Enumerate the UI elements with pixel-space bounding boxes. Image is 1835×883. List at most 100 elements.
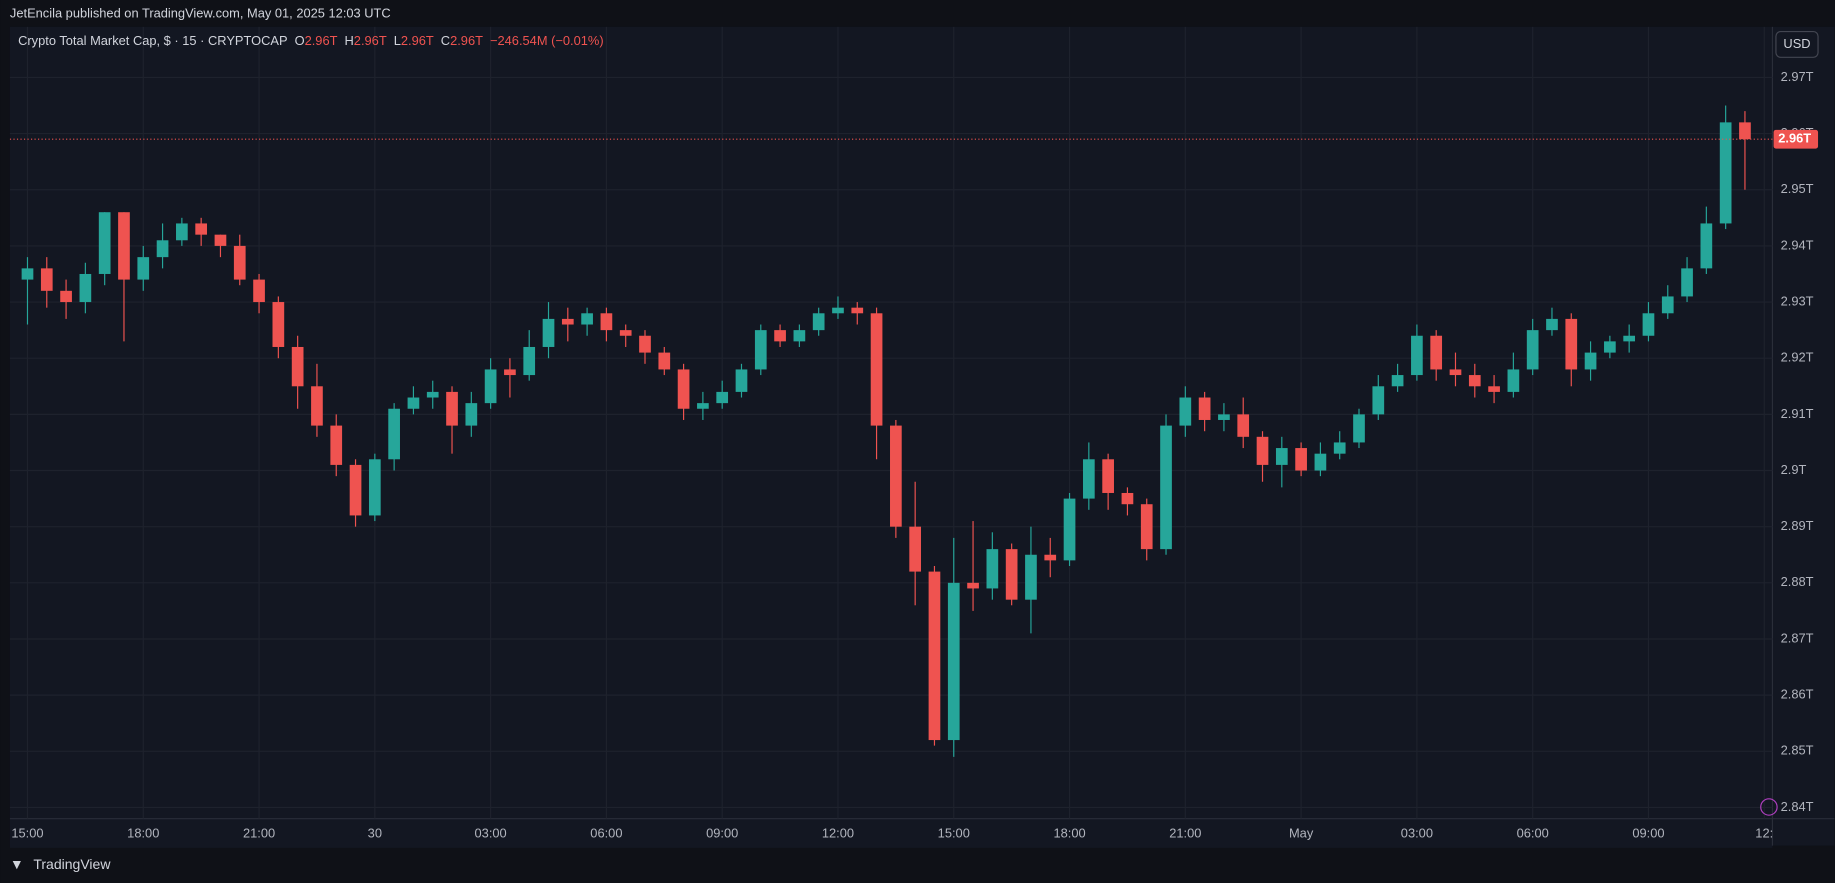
currency-label[interactable]: USD — [1783, 36, 1810, 51]
grid — [9, 26, 1773, 819]
candle-body — [330, 425, 343, 465]
candle-body — [967, 582, 979, 589]
candle-body — [311, 386, 323, 426]
candle-body — [890, 425, 902, 527]
candle-body — [1449, 369, 1462, 376]
last-price-label: 2.96T — [1778, 131, 1811, 146]
candle-body — [21, 268, 34, 280]
x-tick-label: 06:00 — [1517, 825, 1549, 840]
candle-body — [484, 369, 497, 404]
candle-body — [156, 240, 169, 258]
candle-body — [195, 223, 208, 235]
y-tick-label: 2.84T — [1781, 799, 1814, 814]
candle-body — [1642, 313, 1655, 336]
candle-body — [1218, 414, 1230, 420]
x-tick-label: 03:00 — [475, 825, 507, 840]
x-tick-label: 18:00 — [127, 825, 159, 840]
candle-body — [1353, 414, 1365, 443]
candle-body — [754, 330, 767, 370]
x-tick-label: 21:00 — [1169, 825, 1201, 840]
candle-body — [40, 268, 53, 291]
candle-body — [1295, 448, 1307, 471]
candle-body — [214, 234, 227, 246]
x-tick-label: 18:00 — [1053, 825, 1085, 840]
candle-body — [1584, 352, 1597, 370]
candle-body — [1005, 549, 1018, 600]
candle-body — [1430, 335, 1443, 370]
candle-body — [600, 313, 613, 331]
publish-header: JetEncila published on TradingView.com, … — [10, 5, 391, 20]
candle-body — [677, 369, 690, 409]
candle-body — [1565, 318, 1578, 370]
x-tick-label: 15:00 — [938, 825, 970, 840]
y-tick-label: 2.97T — [1781, 69, 1814, 84]
candle-body — [774, 330, 786, 342]
candle-body — [716, 391, 729, 404]
alert-icon[interactable] — [1760, 798, 1778, 816]
y-tick-label: 2.94T — [1781, 237, 1814, 252]
legend-item: 2.96T — [354, 33, 387, 48]
candle-body — [851, 307, 864, 314]
candle-body — [1546, 318, 1558, 331]
plot-area — [9, 26, 1773, 819]
footer-brand: TradingView — [33, 856, 111, 872]
candle-body — [986, 549, 999, 589]
candle-body — [1237, 414, 1250, 437]
legend-item: C — [441, 33, 450, 48]
candle-body — [523, 346, 536, 376]
candle-body — [793, 330, 806, 342]
candle-body — [658, 352, 671, 370]
candle-body — [1681, 268, 1693, 297]
legend-item: 2.96T — [305, 33, 338, 48]
y-tick-label: 2.89T — [1781, 518, 1814, 533]
legend-item: L — [394, 33, 401, 48]
candle-body — [1198, 397, 1211, 420]
candle-body — [1468, 375, 1481, 387]
currency-button[interactable] — [1775, 30, 1819, 58]
candle-body — [1719, 122, 1732, 224]
x-tick-label: 06:00 — [590, 825, 622, 840]
legend-item: 2.96T — [401, 33, 434, 48]
candle-body — [1604, 341, 1616, 353]
candle-body — [1121, 492, 1134, 505]
candle-body — [832, 307, 844, 314]
y-tick-label: 2.95T — [1781, 181, 1814, 196]
candle-body — [1275, 448, 1288, 465]
candle-body — [581, 313, 593, 325]
legend-item: O — [295, 33, 305, 48]
candle-body — [947, 582, 960, 741]
x-tick-label: 30 — [368, 825, 382, 840]
x-tick-label: 09:00 — [1632, 825, 1664, 840]
candle-body — [1160, 425, 1172, 550]
candle-body — [1179, 397, 1192, 426]
candle-body — [1739, 122, 1751, 140]
candles — [9, 105, 1773, 757]
x-tick-label: 21:00 — [243, 825, 275, 840]
candle-body — [446, 391, 458, 426]
candle-body — [1700, 223, 1713, 269]
legend-item: −246.54M (−0.01%) — [490, 33, 604, 48]
time-axis — [9, 818, 1773, 848]
candle-body — [253, 279, 265, 303]
candle-body — [1411, 335, 1423, 376]
logo-mark: ▼ — [10, 856, 24, 872]
last-price-badge — [1773, 129, 1819, 149]
candle-body — [1082, 459, 1095, 499]
candle-body — [407, 397, 420, 409]
candle-body — [388, 408, 400, 460]
legend-item: H — [345, 33, 354, 48]
candle-body — [812, 313, 825, 331]
candle-body — [1372, 386, 1385, 415]
y-tick-label: 2.92T — [1781, 350, 1814, 365]
candle-body — [291, 346, 304, 387]
candle-body — [870, 313, 883, 426]
candle-body — [79, 273, 92, 303]
legend-item: 2.96T — [450, 33, 483, 48]
candle-body — [1391, 375, 1404, 387]
candle-body — [504, 369, 516, 376]
candle-body — [1661, 296, 1674, 314]
price-axis — [1772, 26, 1835, 846]
candle-body — [909, 526, 922, 572]
y-tick-label: 2.93T — [1781, 293, 1814, 308]
candle-body — [1140, 504, 1153, 550]
